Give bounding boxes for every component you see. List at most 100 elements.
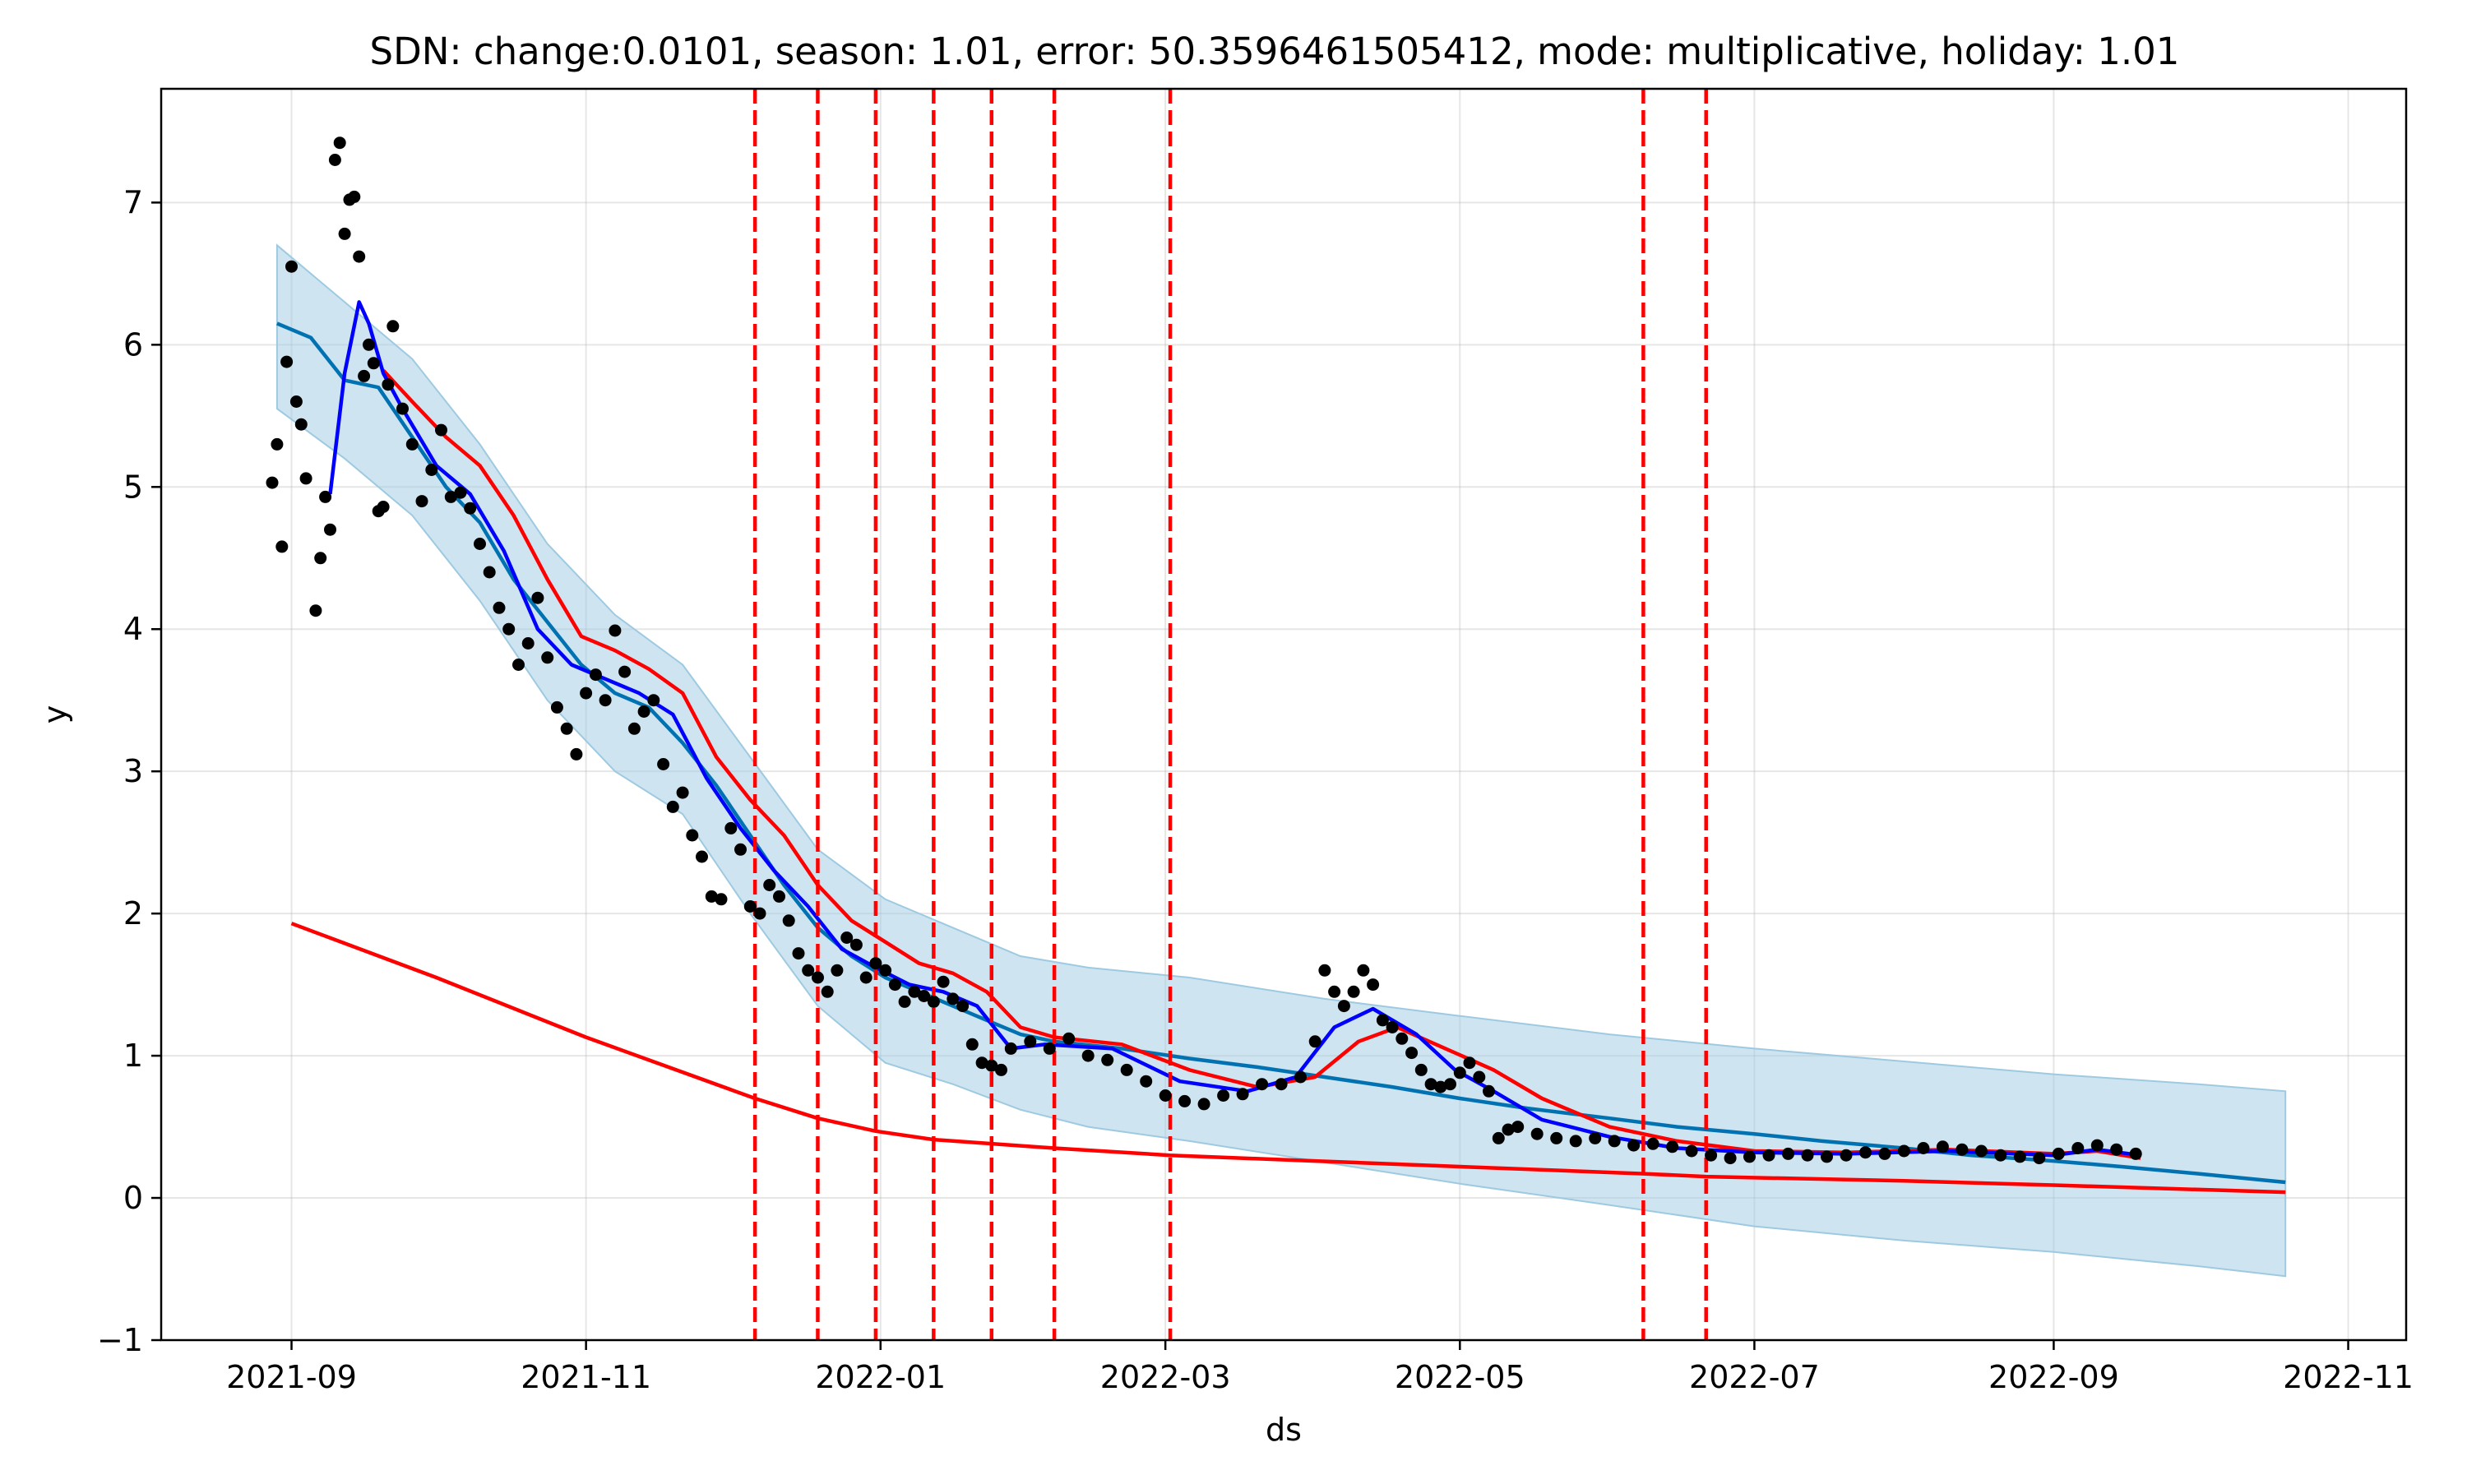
data-point	[686, 829, 699, 842]
data-point	[266, 476, 279, 489]
chart-title: SDN: change:0.0101, season: 1.01, error:…	[370, 30, 2180, 73]
y-tick-label: −1	[97, 1322, 143, 1358]
data-point	[1256, 1078, 1269, 1091]
data-point	[570, 747, 583, 760]
x-tick-label: 2022-09	[1988, 1359, 2119, 1395]
data-point	[1762, 1149, 1775, 1162]
y-tick-label: 3	[123, 753, 143, 789]
data-point	[1444, 1078, 1456, 1091]
data-point	[1178, 1094, 1192, 1107]
data-point	[956, 1000, 970, 1013]
data-point	[1878, 1147, 1891, 1160]
data-point	[299, 472, 312, 485]
data-point	[521, 637, 535, 650]
y-tick-label: 0	[123, 1180, 143, 1216]
data-point	[2129, 1147, 2142, 1160]
data-point	[1646, 1137, 1659, 1150]
data-point	[2013, 1150, 2026, 1163]
data-point	[1120, 1063, 1133, 1076]
data-point	[840, 932, 854, 944]
data-point	[1434, 1080, 1447, 1093]
data-point	[753, 907, 766, 920]
data-point	[1004, 1042, 1017, 1055]
data-point	[743, 900, 757, 913]
data-point	[1897, 1144, 1910, 1158]
red-average-line	[382, 368, 2141, 1160]
data-point	[502, 622, 516, 636]
data-point	[985, 1059, 998, 1072]
x-tick-label: 2021-09	[226, 1359, 357, 1395]
data-point	[1453, 1066, 1466, 1079]
x-tick-label: 2022-03	[1100, 1359, 1231, 1395]
y-axis: −1 0 1 2 3 4 5 6 7	[97, 184, 161, 1358]
data-point	[285, 260, 298, 273]
data-point	[1589, 1131, 1602, 1144]
data-point	[1994, 1149, 2007, 1162]
data-point	[888, 978, 901, 992]
data-point	[918, 990, 931, 1002]
data-point	[1627, 1139, 1641, 1152]
data-point	[812, 971, 824, 984]
y-axis-label: y	[37, 705, 73, 724]
data-point	[1502, 1123, 1515, 1136]
data-point	[849, 938, 863, 951]
data-point	[1140, 1075, 1153, 1088]
data-point	[1347, 985, 1360, 998]
y-tick-label: 4	[123, 611, 143, 647]
data-point	[1101, 1053, 1114, 1066]
x-axis: 2021-09 2021-11 2022-01 2022-03 2022-05 2022-…	[226, 1340, 2414, 1395]
data-point	[676, 786, 689, 799]
data-point	[802, 964, 815, 977]
data-point	[1328, 985, 1341, 998]
data-point	[618, 665, 632, 678]
data-point	[937, 975, 950, 988]
data-point	[947, 992, 960, 1006]
data-point	[1318, 964, 1331, 977]
data-point	[435, 423, 447, 437]
data-point	[275, 540, 289, 553]
data-point	[898, 995, 911, 1008]
data-point	[2110, 1143, 2123, 1156]
data-point	[589, 668, 602, 682]
data-point	[821, 985, 834, 998]
data-point	[1530, 1127, 1544, 1140]
data-point	[2033, 1152, 2046, 1165]
data-point	[1974, 1144, 1988, 1158]
data-point	[1840, 1149, 1853, 1162]
data-point	[324, 523, 336, 536]
data-point	[425, 464, 438, 476]
data-point	[734, 843, 747, 856]
data-point	[637, 705, 650, 718]
data-point	[1197, 1098, 1210, 1111]
data-point	[1236, 1088, 1249, 1101]
data-point	[358, 369, 371, 382]
data-point	[444, 490, 457, 503]
data-point	[1956, 1143, 1969, 1156]
data-point	[363, 338, 375, 351]
data-point	[1275, 1078, 1288, 1091]
data-point	[348, 190, 361, 203]
data-point	[531, 591, 544, 604]
data-point	[1936, 1140, 1949, 1153]
x-tick-label: 2022-11	[2283, 1359, 2414, 1395]
data-point	[319, 490, 332, 503]
data-point	[474, 538, 486, 550]
data-point	[1724, 1152, 1737, 1165]
data-point	[560, 722, 573, 735]
data-point	[483, 566, 496, 579]
data-point	[792, 947, 805, 960]
data-point	[405, 437, 419, 451]
y-tick-label: 6	[123, 326, 143, 363]
data-point	[1337, 1000, 1350, 1013]
data-point	[627, 722, 641, 735]
blue-average-line	[328, 300, 2141, 1158]
data-point	[1801, 1149, 1814, 1162]
data-point	[1424, 1078, 1437, 1091]
series-lines	[276, 300, 2286, 1195]
data-point	[859, 971, 872, 984]
data-point	[715, 893, 728, 906]
data-point	[1414, 1063, 1428, 1076]
x-tick-label: 2022-05	[1395, 1359, 1525, 1395]
data-point	[1666, 1140, 1679, 1153]
